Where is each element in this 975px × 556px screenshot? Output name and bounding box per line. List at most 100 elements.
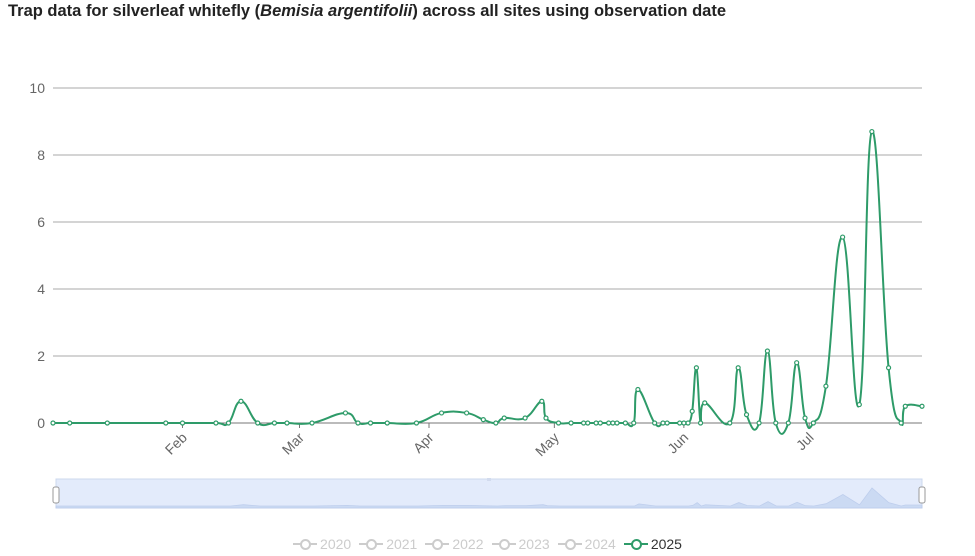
legend-item-2024[interactable]: 2024	[557, 536, 616, 552]
data-point[interactable]	[856, 401, 862, 408]
data-point[interactable]	[885, 365, 892, 371]
y-tick-label: 2	[37, 348, 45, 364]
data-point[interactable]	[284, 420, 290, 426]
data-point[interactable]	[493, 420, 499, 426]
data-point[interactable]	[104, 420, 110, 426]
data-point[interactable]	[622, 420, 628, 426]
data-point[interactable]	[810, 420, 816, 426]
data-point[interactable]	[802, 415, 808, 421]
legend-label: 2024	[584, 536, 616, 552]
data-point[interactable]	[271, 420, 278, 426]
data-point[interactable]	[580, 420, 587, 426]
data-point[interactable]	[652, 420, 658, 426]
data-point[interactable]	[593, 420, 599, 426]
data-point[interactable]	[539, 398, 545, 404]
data-point[interactable]	[660, 420, 666, 426]
legend-item-2020[interactable]: 2020	[293, 536, 351, 552]
data-point[interactable]	[255, 420, 261, 426]
data-point[interactable]	[413, 420, 420, 426]
data-point[interactable]	[785, 420, 791, 426]
x-tick-label: Mar	[279, 429, 308, 458]
grid-lines	[53, 87, 922, 424]
data-point[interactable]	[67, 420, 73, 426]
data-point[interactable]	[213, 420, 219, 426]
data-point[interactable]	[309, 420, 315, 426]
legend: 2020 2021 2022 2023 2024 2025	[0, 536, 975, 553]
data-point[interactable]	[610, 420, 616, 426]
chart-title-species: Bemisia argentifolii	[260, 2, 413, 20]
data-point[interactable]	[522, 415, 528, 421]
zoom-data-shadow	[55, 487, 923, 509]
y-tick-label: 8	[37, 147, 45, 163]
data-point[interactable]	[689, 408, 695, 414]
data-point[interactable]	[681, 420, 687, 426]
zoom-window[interactable]	[55, 478, 923, 509]
data-point[interactable]	[342, 410, 349, 416]
chart-title-suffix: ) across all sites using observation dat…	[412, 2, 726, 20]
data-point[interactable]	[438, 410, 445, 416]
data-point[interactable]	[794, 360, 800, 366]
data-point[interactable]	[543, 415, 549, 421]
data-point[interactable]	[702, 400, 708, 406]
data-point[interactable]	[464, 410, 470, 416]
legend-line-circle-icon	[359, 538, 384, 550]
data-point[interactable]	[585, 420, 591, 426]
data-point[interactable]	[179, 420, 186, 426]
data-point[interactable]	[902, 403, 908, 409]
data-point[interactable]	[367, 420, 374, 426]
data-point[interactable]	[727, 420, 733, 426]
zoom-handle-left[interactable]	[52, 486, 60, 504]
series-2025	[50, 128, 925, 435]
chart-title-prefix: Trap data for silverleaf whitefly (	[8, 2, 261, 20]
data-point[interactable]	[697, 420, 704, 426]
data-point[interactable]	[735, 365, 741, 371]
data-point[interactable]	[664, 420, 670, 426]
data-point[interactable]	[635, 386, 641, 393]
series-line	[53, 130, 923, 435]
data-point[interactable]	[355, 420, 361, 426]
data-point[interactable]	[384, 420, 390, 426]
data-point[interactable]	[773, 420, 779, 426]
data-point[interactable]	[840, 234, 846, 240]
legend-item-2025[interactable]: 2025	[623, 536, 682, 552]
legend-label: 2020	[320, 536, 352, 552]
y-tick-label: 10	[29, 80, 45, 96]
data-point[interactable]	[163, 420, 169, 426]
legend-label: 2025	[650, 536, 682, 552]
data-point[interactable]	[631, 420, 637, 426]
data-point[interactable]	[555, 420, 562, 426]
data-point[interactable]	[693, 365, 699, 371]
x-axis: Feb Mar Apr May Jun Jul	[162, 423, 817, 459]
data-point[interactable]	[238, 398, 244, 404]
legend-label: 2023	[518, 536, 550, 552]
data-point[interactable]	[606, 420, 612, 426]
legend-label: 2022	[452, 536, 484, 552]
legend-line-circle-icon	[557, 538, 582, 550]
data-point[interactable]	[823, 383, 829, 389]
data-point[interactable]	[614, 420, 620, 426]
data-point[interactable]	[919, 403, 925, 409]
zoom-move-handle[interactable]	[487, 478, 491, 481]
y-tick-label: 4	[37, 281, 45, 297]
data-point[interactable]	[225, 420, 232, 426]
data-point[interactable]	[50, 420, 56, 426]
data-point[interactable]	[501, 415, 507, 421]
data-point[interactable]	[764, 348, 771, 354]
x-tick-label: Jun	[664, 429, 691, 456]
data-point[interactable]	[597, 420, 603, 426]
legend-item-2021[interactable]: 2021	[359, 536, 417, 552]
data-zoom-slider[interactable]	[52, 478, 926, 509]
data-point[interactable]	[756, 420, 762, 426]
data-point[interactable]	[568, 420, 574, 426]
zoom-handle-right[interactable]	[918, 486, 926, 504]
data-point[interactable]	[677, 420, 683, 426]
data-point[interactable]	[480, 417, 486, 423]
data-point[interactable]	[685, 420, 691, 426]
legend-label: 2021	[386, 536, 418, 552]
data-point[interactable]	[898, 420, 904, 426]
legend-item-2023[interactable]: 2023	[491, 536, 550, 552]
x-tick-label: Feb	[162, 429, 191, 458]
data-point[interactable]	[743, 412, 750, 418]
legend-item-2022[interactable]: 2022	[425, 536, 484, 552]
data-point[interactable]	[869, 128, 875, 135]
